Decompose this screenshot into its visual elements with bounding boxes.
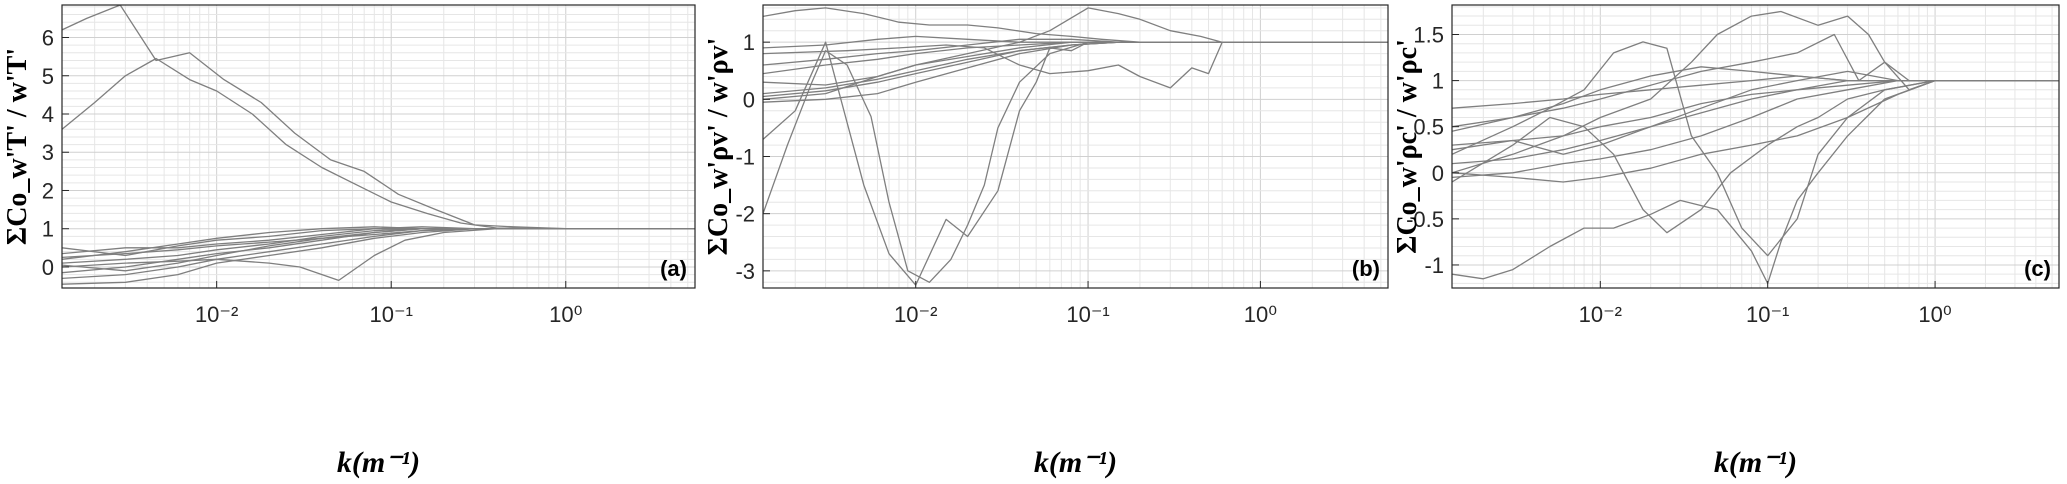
x-tick-label: 10⁰ [549, 302, 582, 327]
panel-b: 10⁻² 10⁻¹ 10⁰ -3 -2 -1 0 1 (b) k(m⁻¹) ΣCo_w'ρv' / … [703, 4, 1389, 479]
series-line-5 [1452, 33, 2059, 128]
x-tick-label: 10⁻¹ [1066, 302, 1109, 327]
y-axis-label: ΣCo_w'T' / w'T' [2, 48, 33, 245]
y-tick-label: 0 [42, 255, 54, 280]
plot-area [1452, 5, 2059, 288]
y-tick-label: 1 [743, 30, 755, 55]
x-tick-label: 10⁻² [1579, 302, 1622, 327]
y-tick-label: 0 [743, 87, 755, 112]
y-tick-label: 1.5 [1413, 22, 1444, 47]
series-group [62, 5, 695, 285]
series-line-4 [1452, 10, 2059, 174]
panel-c: 10⁻² 10⁻¹ 10⁰ -1 -0.5 0 0.5 1 1.5 (c) k(m⁻¹) ΣCo_w'… [1392, 4, 2060, 479]
x-tick-label: 10⁻² [894, 302, 937, 327]
y-tick-label: 1 [42, 217, 54, 242]
y-tick-label: 0 [1432, 161, 1444, 186]
x-tick-label: 10⁰ [1244, 302, 1277, 327]
series-line-3 [1452, 79, 2059, 234]
series-line-1 [1452, 79, 2059, 285]
y-tick-label: 4 [42, 102, 54, 127]
y-tick-label: -0.5 [1406, 207, 1444, 232]
y-tick-label: 2 [42, 178, 54, 203]
panel-label: (b) [1352, 256, 1380, 281]
x-axis-label: k(m⁻¹) [337, 446, 420, 479]
series-line-10 [1452, 79, 2059, 183]
grid [763, 5, 1388, 288]
y-tick-label: 3 [42, 140, 54, 165]
series-group [1452, 10, 2059, 285]
series-group [763, 7, 1388, 286]
y-axis-label: ΣCo_w'ρc' / w'ρc' [1392, 39, 1423, 254]
y-tick-label: 1 [1432, 69, 1444, 94]
plot-area [62, 5, 695, 288]
x-axis-label: k(m⁻¹) [1714, 446, 1797, 479]
y-tick-label: 0.5 [1413, 115, 1444, 140]
plot-area [763, 5, 1388, 288]
axes-box [61, 4, 696, 289]
y-tick-label: -3 [735, 259, 755, 284]
y-axis-label: ΣCo_w'ρv' / w'ρv' [703, 38, 734, 256]
axes-box [1451, 4, 2060, 289]
y-tick-label: 5 [42, 64, 54, 89]
series-line-12 [62, 228, 695, 259]
series-line-2 [1452, 41, 2059, 257]
series-line-12 [1452, 66, 2059, 132]
panel-label: (a) [660, 256, 687, 281]
axes-box [762, 4, 1389, 289]
series-line-1 [62, 5, 695, 230]
x-tick-label: 10⁻¹ [370, 302, 413, 327]
x-axis-label: k(m⁻¹) [1034, 446, 1117, 479]
panel-a: 10⁻² 10⁻¹ 10⁰ 0 1 2 3 4 5 6 (a) k(m⁻¹) ΣCo_w'T' / w'… [2, 4, 696, 479]
series-line-5 [763, 41, 1388, 89]
series-line-12 [763, 35, 1388, 49]
x-tick-label: 10⁰ [1918, 302, 1951, 327]
x-tick-label: 10⁻¹ [1746, 302, 1789, 327]
y-tick-label: -2 [735, 202, 755, 227]
y-tick-label: 6 [42, 26, 54, 51]
panel-label: (c) [2024, 256, 2051, 281]
x-tick-label: 10⁻² [195, 302, 238, 327]
y-tick-label: -1 [735, 145, 755, 170]
y-tick-label: -1 [1424, 253, 1444, 278]
grid [1452, 5, 2059, 288]
